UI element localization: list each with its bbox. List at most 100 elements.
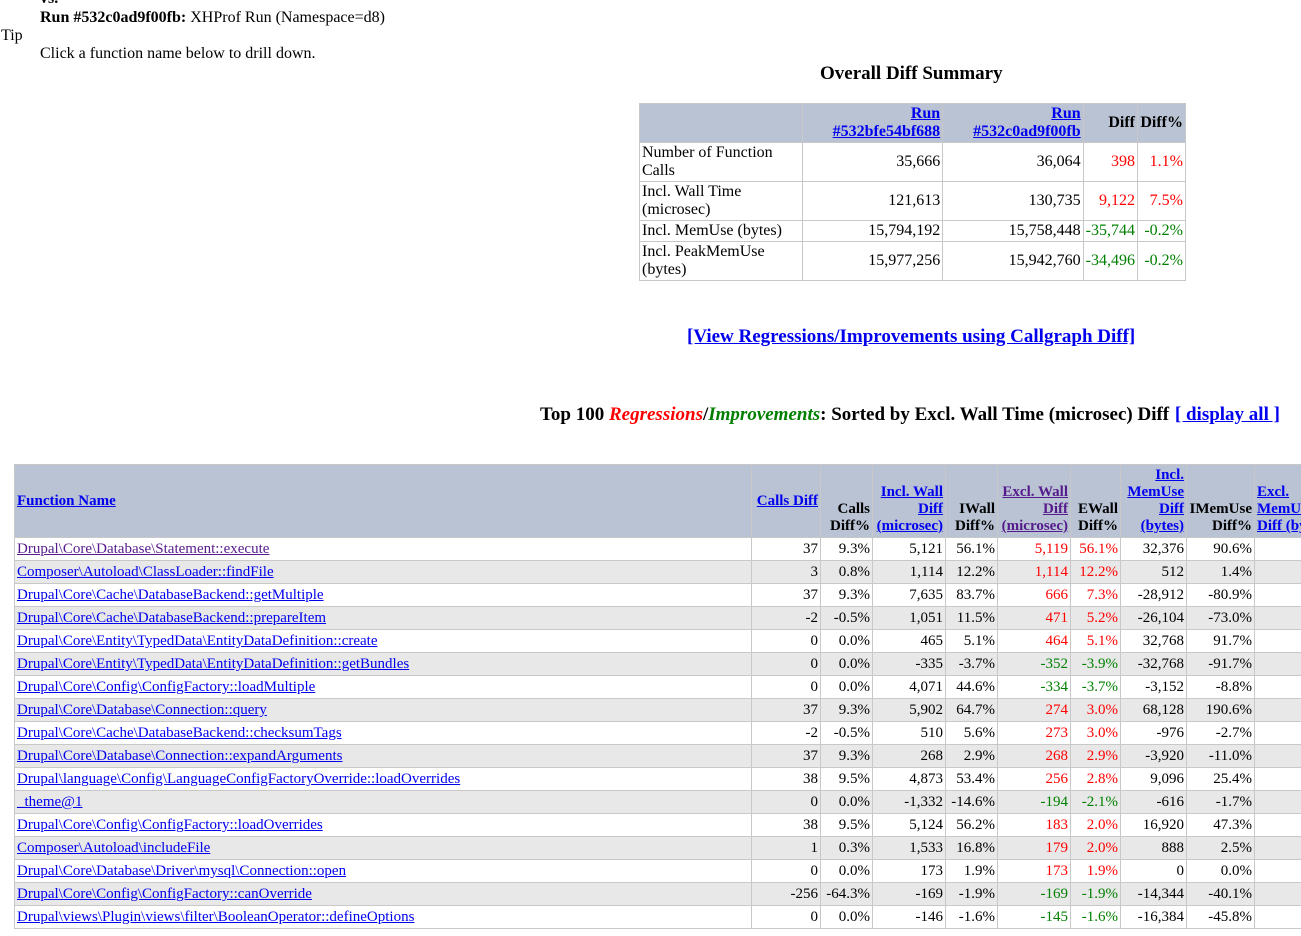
header-emem-diff: Excl. MemUse Diff (bytes) (1254, 464, 1301, 538)
imem-diff-cell: 9,096 (1120, 767, 1187, 791)
calls-pct-cell: -64.3% (820, 882, 873, 906)
imem-pct-cell: -2.7% (1186, 721, 1255, 745)
function-link[interactable]: Drupal\Core\Entity\TypedData\EntityDataD… (17, 656, 410, 672)
table-row: _theme@1 0 0.0% -1,332 -14.6% -194 -2.1% -616 -1… (14, 790, 1301, 814)
ewall-pct-cell: -3.9% (1070, 652, 1121, 676)
calls-pct-cell: -0.5% (820, 721, 873, 745)
imem-diff-cell: -3,152 (1120, 675, 1187, 699)
function-link[interactable]: Drupal\language\Config\LanguageConfigFac… (17, 771, 461, 787)
sort-iwall-diff-link[interactable]: Incl. Wall Diff (microsec) (876, 484, 943, 534)
function-name-cell: Drupal\Core\Cache\DatabaseBackend::getMu… (14, 583, 752, 607)
calls-pct-cell: 0.0% (820, 905, 873, 929)
summary-diff-value: 9,122 (1082, 181, 1138, 221)
iwall-diff-cell: -335 (872, 652, 946, 676)
slash: / (702, 404, 709, 425)
calls-pct-cell: 0.0% (820, 652, 873, 676)
regressions-label: Regressions (609, 404, 703, 425)
calls-pct-cell: -0.5% (820, 606, 873, 630)
imem-pct-cell: -11.0% (1186, 744, 1255, 768)
sort-imem-diff-link[interactable]: Incl. MemUse Diff (bytes) (1127, 467, 1184, 534)
sort-emem-diff-link[interactable]: Excl. MemUse Diff (bytes) (1257, 484, 1301, 534)
imem-diff-cell: -26,104 (1120, 606, 1187, 630)
emem-diff-cell: -25,1 (1254, 606, 1301, 630)
calls-pct-cell: 0.8% (820, 560, 873, 584)
summary-row: Incl. Wall Time (microsec) 121,613 130,735… (639, 181, 1187, 221)
imem-pct-cell: -40.1% (1186, 882, 1255, 906)
iwall-diff-cell: 1,533 (872, 836, 946, 860)
imem-pct-cell: -73.0% (1186, 606, 1255, 630)
summary-header-row: Run #532bfe54bf688 Run #532c0ad9f00fb Di… (639, 103, 1187, 143)
summary-row: Incl. PeakMemUse (bytes) 15,977,256 15,942… (639, 241, 1187, 281)
ewall-pct-cell: 5.1% (1070, 629, 1121, 653)
sort-ewall-diff-link[interactable]: Excl. Wall Diff (microsec) (1001, 484, 1068, 534)
top100-prefix: Top 100 (540, 404, 609, 425)
iwall-pct-cell: 12.2% (945, 560, 998, 584)
function-link[interactable]: Drupal\Core\Config\ConfigFactory::loadOv… (17, 817, 323, 833)
imem-diff-cell: -14,344 (1120, 882, 1187, 906)
summary-header-blank (639, 103, 803, 143)
run1-link[interactable]: Run #532bfe54bf688 (832, 105, 941, 140)
table-row: Drupal\Core\Cache\DatabaseBackend::prepa… (14, 606, 1301, 630)
calls-pct-cell: 0.0% (820, 675, 873, 699)
function-link[interactable]: Drupal\Core\Database\Connection::expandA… (17, 748, 343, 764)
callgraph-diff-link[interactable]: [View Regressions/Improvements using Cal… (687, 326, 1136, 347)
function-link[interactable]: Drupal\Core\Cache\DatabaseBackend::check… (17, 725, 342, 741)
function-link[interactable]: Drupal\Core\Database\Driver\mysql\Connec… (17, 863, 347, 879)
emem-diff-cell: -9 (1254, 721, 1301, 745)
function-name-cell: Drupal\Core\Cache\DatabaseBackend::check… (14, 721, 752, 745)
function-link[interactable]: Drupal\Core\Cache\DatabaseBackend::getMu… (17, 587, 324, 603)
ewall-diff-cell: 5,119 (997, 537, 1071, 561)
display-all-link[interactable]: [ display all ] (1174, 404, 1280, 425)
run2-link[interactable]: Run #532c0ad9f00fb (973, 105, 1081, 140)
ewall-diff-cell: 256 (997, 767, 1071, 791)
calls-pct-cell: 9.3% (820, 537, 873, 561)
function-link[interactable]: Composer\Autoload\ClassLoader::findFile (17, 564, 274, 580)
calls-diff-cell: 0 (751, 652, 821, 676)
calls-diff-cell: 0 (751, 629, 821, 653)
imem-diff-cell: 512 (1120, 560, 1187, 584)
iwall-pct-cell: -3.7% (945, 652, 998, 676)
ewall-pct-cell: -2.1% (1070, 790, 1121, 814)
summary-run1-value: 15,977,256 (801, 241, 944, 281)
iwall-pct-cell: 16.8% (945, 836, 998, 860)
top100-suffix: : Sorted by Excl. Wall Time (microsec) D… (820, 404, 1174, 425)
table-row: Drupal\Core\Database\Statement::execute 3… (14, 537, 1301, 561)
imem-pct-cell: -8.8% (1186, 675, 1255, 699)
function-name-cell: Drupal\Core\Database\Driver\mysql\Connec… (14, 859, 752, 883)
run-id: Run #532c0ad9f00fb: (40, 9, 187, 26)
function-link[interactable]: Drupal\Core\Entity\TypedData\EntityDataD… (17, 633, 378, 649)
iwall-diff-cell: 4,873 (872, 767, 946, 791)
sort-function-name-link[interactable]: Function Name (17, 492, 116, 509)
ewall-diff-cell: -352 (997, 652, 1071, 676)
function-link[interactable]: Drupal\Core\Database\Statement::execute (17, 541, 270, 557)
function-link[interactable]: Drupal\views\Plugin\views\filter\Boolean… (17, 909, 415, 925)
iwall-pct-cell: -1.6% (945, 905, 998, 929)
iwall-pct-cell: 56.1% (945, 537, 998, 561)
sort-calls-diff-link[interactable]: Calls Diff (756, 492, 818, 509)
iwall-diff-cell: -146 (872, 905, 946, 929)
function-link[interactable]: Composer\Autoload\includeFile (17, 840, 211, 856)
iwall-diff-cell: 173 (872, 859, 946, 883)
summary-title: Overall Diff Summary (820, 63, 1003, 84)
calls-diff-cell: -2 (751, 606, 821, 630)
calls-diff-cell: 38 (751, 767, 821, 791)
function-link[interactable]: Drupal\Core\Cache\DatabaseBackend::prepa… (17, 610, 327, 626)
summary-header-run2: Run #532c0ad9f00fb (942, 103, 1084, 143)
function-link[interactable]: Drupal\Core\Config\ConfigFactory::canOve… (17, 886, 312, 902)
iwall-pct-cell: 5.1% (945, 629, 998, 653)
function-link[interactable]: Drupal\Core\Database\Connection::query (17, 702, 267, 718)
ewall-pct-cell: 2.8% (1070, 767, 1121, 791)
improvements-label: Improvements (708, 404, 821, 425)
iwall-pct-cell: 5.6% (945, 721, 998, 745)
table-row: Drupal\language\Config\LanguageConfigFac… (14, 767, 1301, 791)
ewall-diff-cell: 179 (997, 836, 1071, 860)
function-link[interactable]: _theme@1 (17, 794, 83, 810)
calls-diff-cell: 1 (751, 836, 821, 860)
function-link[interactable]: Drupal\Core\Config\ConfigFactory::loadMu… (17, 679, 316, 695)
ewall-diff-cell: 274 (997, 698, 1071, 722)
calls-pct-cell: 9.5% (820, 767, 873, 791)
imem-pct-cell: -91.7% (1186, 652, 1255, 676)
ewall-pct-cell: -1.9% (1070, 882, 1121, 906)
calls-pct-cell: 9.3% (820, 744, 873, 768)
function-name-cell: Drupal\Core\Database\Statement::execute (14, 537, 752, 561)
